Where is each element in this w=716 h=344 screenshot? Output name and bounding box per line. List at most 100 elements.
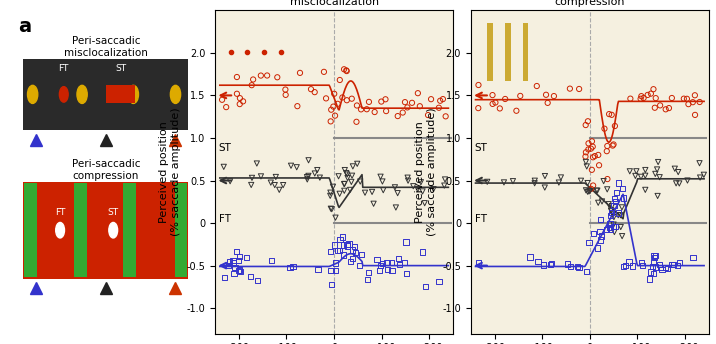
Point <box>548 93 560 99</box>
Point <box>582 180 594 186</box>
Point <box>397 110 408 115</box>
Point <box>655 265 667 271</box>
Point <box>615 224 626 230</box>
Point <box>359 190 371 195</box>
Circle shape <box>56 223 64 238</box>
Point <box>607 143 619 148</box>
Point <box>412 186 423 192</box>
Text: ST: ST <box>475 143 488 153</box>
Point <box>659 265 671 270</box>
Point <box>228 270 240 276</box>
Point <box>674 260 685 265</box>
Point <box>334 248 346 253</box>
Point <box>694 160 705 166</box>
Point <box>231 248 242 254</box>
Point <box>345 258 357 264</box>
Point <box>227 257 238 263</box>
Point <box>327 184 339 190</box>
Point <box>541 92 552 98</box>
Point <box>246 175 258 181</box>
Point <box>580 150 591 155</box>
Point <box>342 242 353 247</box>
Point <box>580 154 591 159</box>
Point <box>433 279 445 284</box>
Point <box>636 259 647 265</box>
Point <box>305 86 316 92</box>
Point <box>349 244 360 249</box>
Point <box>584 189 595 194</box>
Point <box>341 68 352 74</box>
Point <box>601 148 612 154</box>
Point <box>347 256 358 261</box>
Point <box>583 141 594 146</box>
Point <box>648 86 659 92</box>
Point <box>341 68 352 73</box>
Point <box>341 170 352 176</box>
Point <box>233 258 244 263</box>
Point <box>265 180 276 185</box>
Point <box>596 233 607 239</box>
Point <box>234 267 246 273</box>
Point <box>606 112 617 118</box>
Text: FT: FT <box>59 64 69 73</box>
Point <box>589 153 601 159</box>
FancyBboxPatch shape <box>24 59 188 130</box>
Point <box>303 173 314 179</box>
Point <box>584 240 595 245</box>
FancyBboxPatch shape <box>74 183 87 277</box>
Point <box>619 262 631 268</box>
Point <box>301 177 313 182</box>
Point <box>314 175 326 180</box>
Point <box>234 95 246 101</box>
Point <box>231 74 243 80</box>
Point <box>532 259 543 264</box>
Point <box>652 167 663 172</box>
Point <box>608 222 619 227</box>
Point <box>367 189 378 195</box>
Point <box>546 261 557 266</box>
Point <box>329 113 341 118</box>
Point <box>487 92 498 98</box>
Point <box>224 258 236 264</box>
Point <box>224 179 236 184</box>
Point <box>587 144 599 149</box>
Point <box>346 96 357 101</box>
Point <box>498 180 510 185</box>
Point <box>237 99 248 104</box>
Title: Peri-saccadic
misclocalization: Peri-saccadic misclocalization <box>289 0 379 7</box>
Point <box>234 101 246 107</box>
Point <box>639 187 651 193</box>
Point <box>277 182 289 188</box>
Circle shape <box>77 85 87 104</box>
Point <box>639 167 651 173</box>
Point <box>605 221 616 226</box>
Point <box>417 189 428 194</box>
Point <box>363 99 374 105</box>
Point <box>608 142 619 147</box>
Point <box>245 273 256 279</box>
Point <box>271 75 283 80</box>
Point <box>303 158 314 163</box>
Circle shape <box>128 85 138 104</box>
Point <box>605 208 616 214</box>
Point <box>515 93 526 99</box>
Point <box>581 269 593 275</box>
Point <box>377 261 388 267</box>
Point <box>606 203 618 209</box>
Point <box>362 277 373 282</box>
Point <box>593 152 604 158</box>
Point <box>604 221 616 226</box>
Y-axis label: Perceived position
(% saccade amplitude): Perceived position (% saccade amplitude) <box>415 108 437 236</box>
Point <box>439 183 450 189</box>
Point <box>337 242 349 248</box>
Point <box>412 90 424 96</box>
Point <box>354 179 366 184</box>
Point <box>417 249 428 255</box>
Point <box>334 77 346 83</box>
Point <box>329 268 341 273</box>
Point <box>604 225 616 230</box>
Point <box>611 190 622 195</box>
Point <box>440 114 451 119</box>
Point <box>374 268 386 273</box>
Text: Peri-saccadic
compression: Peri-saccadic compression <box>72 159 140 181</box>
